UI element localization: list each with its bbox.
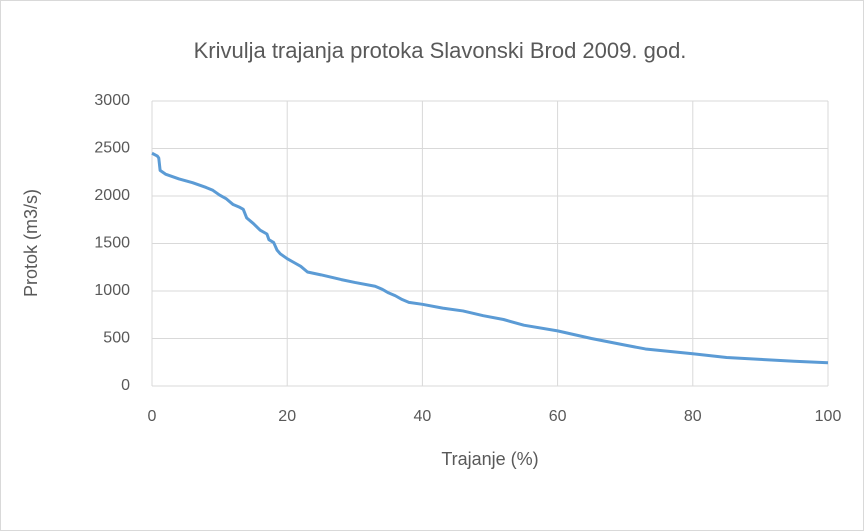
x-tick-label: 40 (414, 408, 432, 425)
y-tick-label: 2500 (94, 140, 130, 157)
x-tick-label: 80 (684, 408, 702, 425)
chart-title: Krivulja trajanja protoka Slavonski Brod… (194, 38, 687, 63)
y-tick-label: 2000 (94, 187, 130, 204)
x-tick-label: 20 (278, 408, 296, 425)
y-tick-label: 1500 (94, 235, 130, 252)
line (151, 151, 829, 365)
y-tick-label: 0 (121, 377, 130, 394)
y-tick-label: 1000 (94, 282, 130, 299)
x-tick-label: 0 (148, 408, 157, 425)
x-tick-label: 60 (549, 408, 567, 425)
y-tick-label: 500 (103, 330, 130, 347)
y-axis-title: Protok (m3/s) (21, 189, 41, 297)
x-axis-title: Trajanje (%) (441, 449, 538, 469)
y-tick-label: 3000 (94, 92, 130, 109)
x-tick-label: 100 (815, 408, 842, 425)
